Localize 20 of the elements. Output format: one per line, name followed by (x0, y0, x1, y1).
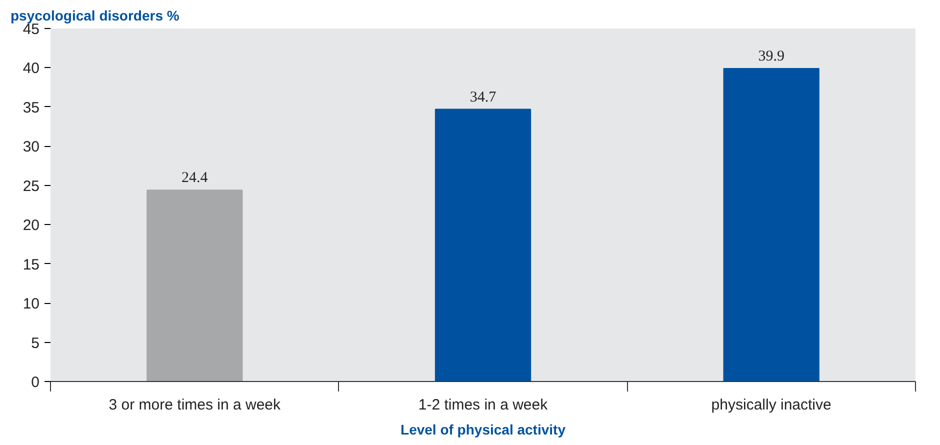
y-tick-label: 10 (22, 296, 40, 313)
bar (723, 68, 820, 382)
y-tick-label: 30 (22, 138, 40, 156)
y-tick-label: 20 (22, 217, 40, 234)
data-label: 39.9 (758, 48, 784, 65)
y-axis-title: psycological disorders % (10, 8, 180, 24)
y-tick-label: 0 (31, 374, 40, 391)
x-tick-label: 1-2 times in a week (418, 396, 548, 414)
x-tick-label: 3 or more times in a week (108, 396, 282, 414)
bar (146, 190, 243, 382)
y-tick-label: 40 (22, 60, 40, 78)
y-tick-label: 5 (31, 334, 40, 352)
bar (434, 108, 532, 382)
x-axis-title: Level of physical activity (400, 422, 566, 438)
x-tick-label: physically inactive (711, 396, 832, 414)
data-label: 24.4 (182, 170, 208, 186)
y-tick-label: 25 (22, 178, 40, 195)
y-tick-label: 15 (22, 256, 40, 274)
y-tick-label: 35 (22, 99, 40, 116)
data-label: 34.7 (470, 89, 497, 106)
